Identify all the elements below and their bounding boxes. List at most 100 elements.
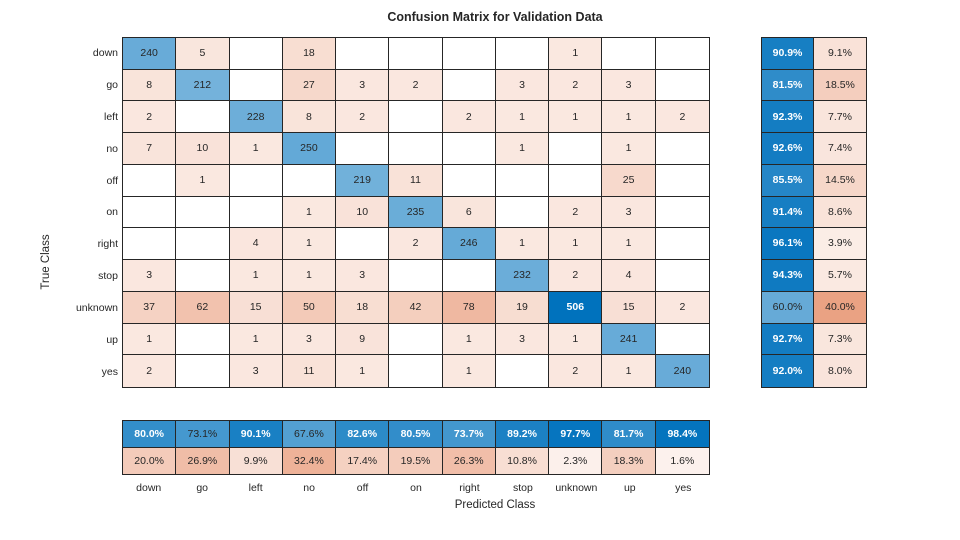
matrix-cell	[176, 323, 230, 356]
matrix-cell	[123, 196, 177, 229]
matrix-cell	[176, 355, 230, 387]
matrix-cell: 1	[495, 101, 550, 134]
column-summary-incorrect-cell: 10.8%	[495, 447, 550, 474]
column-label-down: down	[136, 482, 162, 494]
column-summary-correct-cell: 89.2%	[495, 421, 550, 448]
matrix-cell: 1	[336, 355, 390, 387]
row-summary-incorrect-cell: 3.9%	[814, 228, 866, 261]
matrix-cell: 11	[389, 164, 443, 197]
matrix-cell: 2	[655, 101, 709, 134]
matrix-cell: 235	[389, 196, 443, 229]
column-summary-incorrect-cell: 9.9%	[229, 447, 283, 474]
matrix-cell	[229, 164, 283, 197]
matrix-cell	[655, 69, 709, 102]
matrix-cell	[282, 164, 337, 197]
matrix-cell: 4	[602, 260, 656, 292]
matrix-cell: 1	[442, 323, 496, 356]
matrix-cell	[123, 164, 177, 197]
row-summary-grid: 90.9% 9.1% 81.5% 18.5% 92.3% 7.7% 92.6% 7.4% 85.…	[761, 37, 867, 388]
matrix-cell: 2	[549, 260, 603, 292]
row-summary-incorrect-cell: 8.0%	[814, 355, 866, 387]
row-label-no: no	[106, 142, 118, 155]
matrix-cell: 1	[282, 228, 337, 261]
matrix-cell: 2	[389, 69, 443, 102]
matrix-grid: 240 5 18 1 8 212 27 3 2 3 2 3 2 228 8 2 2 1 1 1 2 7 10 1 250 1 1 1 2…	[122, 37, 710, 388]
column-summary-incorrect-cell: 2.3%	[549, 447, 603, 474]
matrix-cell: 3	[336, 69, 390, 102]
column-summary-incorrect-cell: 19.5%	[389, 447, 443, 474]
matrix-cell	[389, 355, 443, 387]
column-summary-correct-cell: 73.1%	[176, 421, 230, 448]
matrix-cell	[602, 38, 656, 70]
matrix-cell	[655, 133, 709, 165]
row-labels: down go left no off on right stop unknown up yes	[30, 37, 118, 388]
column-label-stop: stop	[512, 482, 533, 494]
matrix-cell: 1	[282, 196, 337, 229]
matrix-cell	[176, 101, 230, 134]
row-summary-incorrect-cell: 7.4%	[814, 133, 866, 165]
column-summary-incorrect-cell: 1.6%	[655, 447, 709, 474]
column-labels: down go left no off on right stop unknown up yes	[122, 482, 710, 497]
matrix-cell: 1	[549, 38, 603, 70]
matrix-cell: 37	[123, 291, 177, 324]
matrix-cell	[655, 196, 709, 229]
row-summary-incorrect-cell: 7.7%	[814, 101, 866, 134]
matrix-cell: 9	[336, 323, 390, 356]
matrix-cell: 25	[602, 164, 656, 197]
column-label-right: right	[459, 482, 480, 494]
matrix-cell: 3	[282, 323, 337, 356]
matrix-cell	[549, 164, 603, 197]
column-summary-correct-cell: 80.5%	[389, 421, 443, 448]
row-summary-incorrect-cell: 40.0%	[814, 291, 866, 324]
matrix-cell	[442, 69, 496, 102]
matrix-cell: 1	[495, 228, 550, 261]
row-summary-correct-cell: 94.3%	[762, 260, 814, 292]
matrix-cell: 10	[336, 196, 390, 229]
matrix-cell: 6	[442, 196, 496, 229]
matrix-cell: 1	[282, 260, 337, 292]
matrix-cell	[229, 38, 283, 70]
matrix-cell: 1	[442, 355, 496, 387]
matrix-cell: 232	[495, 260, 550, 292]
column-label-unknown: unknown	[555, 482, 598, 494]
row-label-yes: yes	[101, 366, 118, 379]
matrix-cell: 3	[123, 260, 177, 292]
matrix-cell	[389, 323, 443, 356]
matrix-cell: 5	[176, 38, 230, 70]
row-summary-correct-cell: 92.7%	[762, 323, 814, 356]
row-label-up: up	[106, 334, 118, 347]
row-label-right: right	[97, 238, 118, 251]
row-label-down: down	[92, 46, 118, 59]
matrix-cell	[655, 260, 709, 292]
matrix-cell	[176, 196, 230, 229]
matrix-cell: 62	[176, 291, 230, 324]
row-label-left: left	[103, 110, 118, 123]
matrix-cell: 219	[336, 164, 390, 197]
column-summary-correct-cell: 67.6%	[282, 421, 337, 448]
row-summary-correct-cell: 81.5%	[762, 69, 814, 102]
matrix-cell: 240	[123, 38, 177, 70]
matrix-cell: 11	[282, 355, 337, 387]
matrix-cell: 1	[602, 101, 656, 134]
matrix-cell: 1	[123, 323, 177, 356]
row-summary-correct-cell: 91.4%	[762, 196, 814, 229]
matrix-cell	[389, 101, 443, 134]
matrix-cell: 2	[123, 101, 177, 134]
matrix-cell: 1	[229, 323, 283, 356]
matrix-cell	[389, 260, 443, 292]
row-summary-correct-cell: 92.3%	[762, 101, 814, 134]
row-label-stop: stop	[98, 270, 118, 283]
matrix-cell: 2	[123, 355, 177, 387]
matrix-cell	[389, 133, 443, 165]
matrix-cell: 50	[282, 291, 337, 324]
chart-title: Confusion Matrix for Validation Data	[387, 10, 603, 24]
matrix-cell	[655, 164, 709, 197]
matrix-cell: 18	[282, 38, 337, 70]
matrix-cell: 27	[282, 69, 337, 102]
matrix-cell: 2	[549, 196, 603, 229]
matrix-cell: 18	[336, 291, 390, 324]
row-label-unknown: unknown	[75, 302, 118, 315]
matrix-cell: 241	[602, 323, 656, 356]
matrix-cell: 2	[442, 101, 496, 134]
matrix-cell	[336, 133, 390, 165]
